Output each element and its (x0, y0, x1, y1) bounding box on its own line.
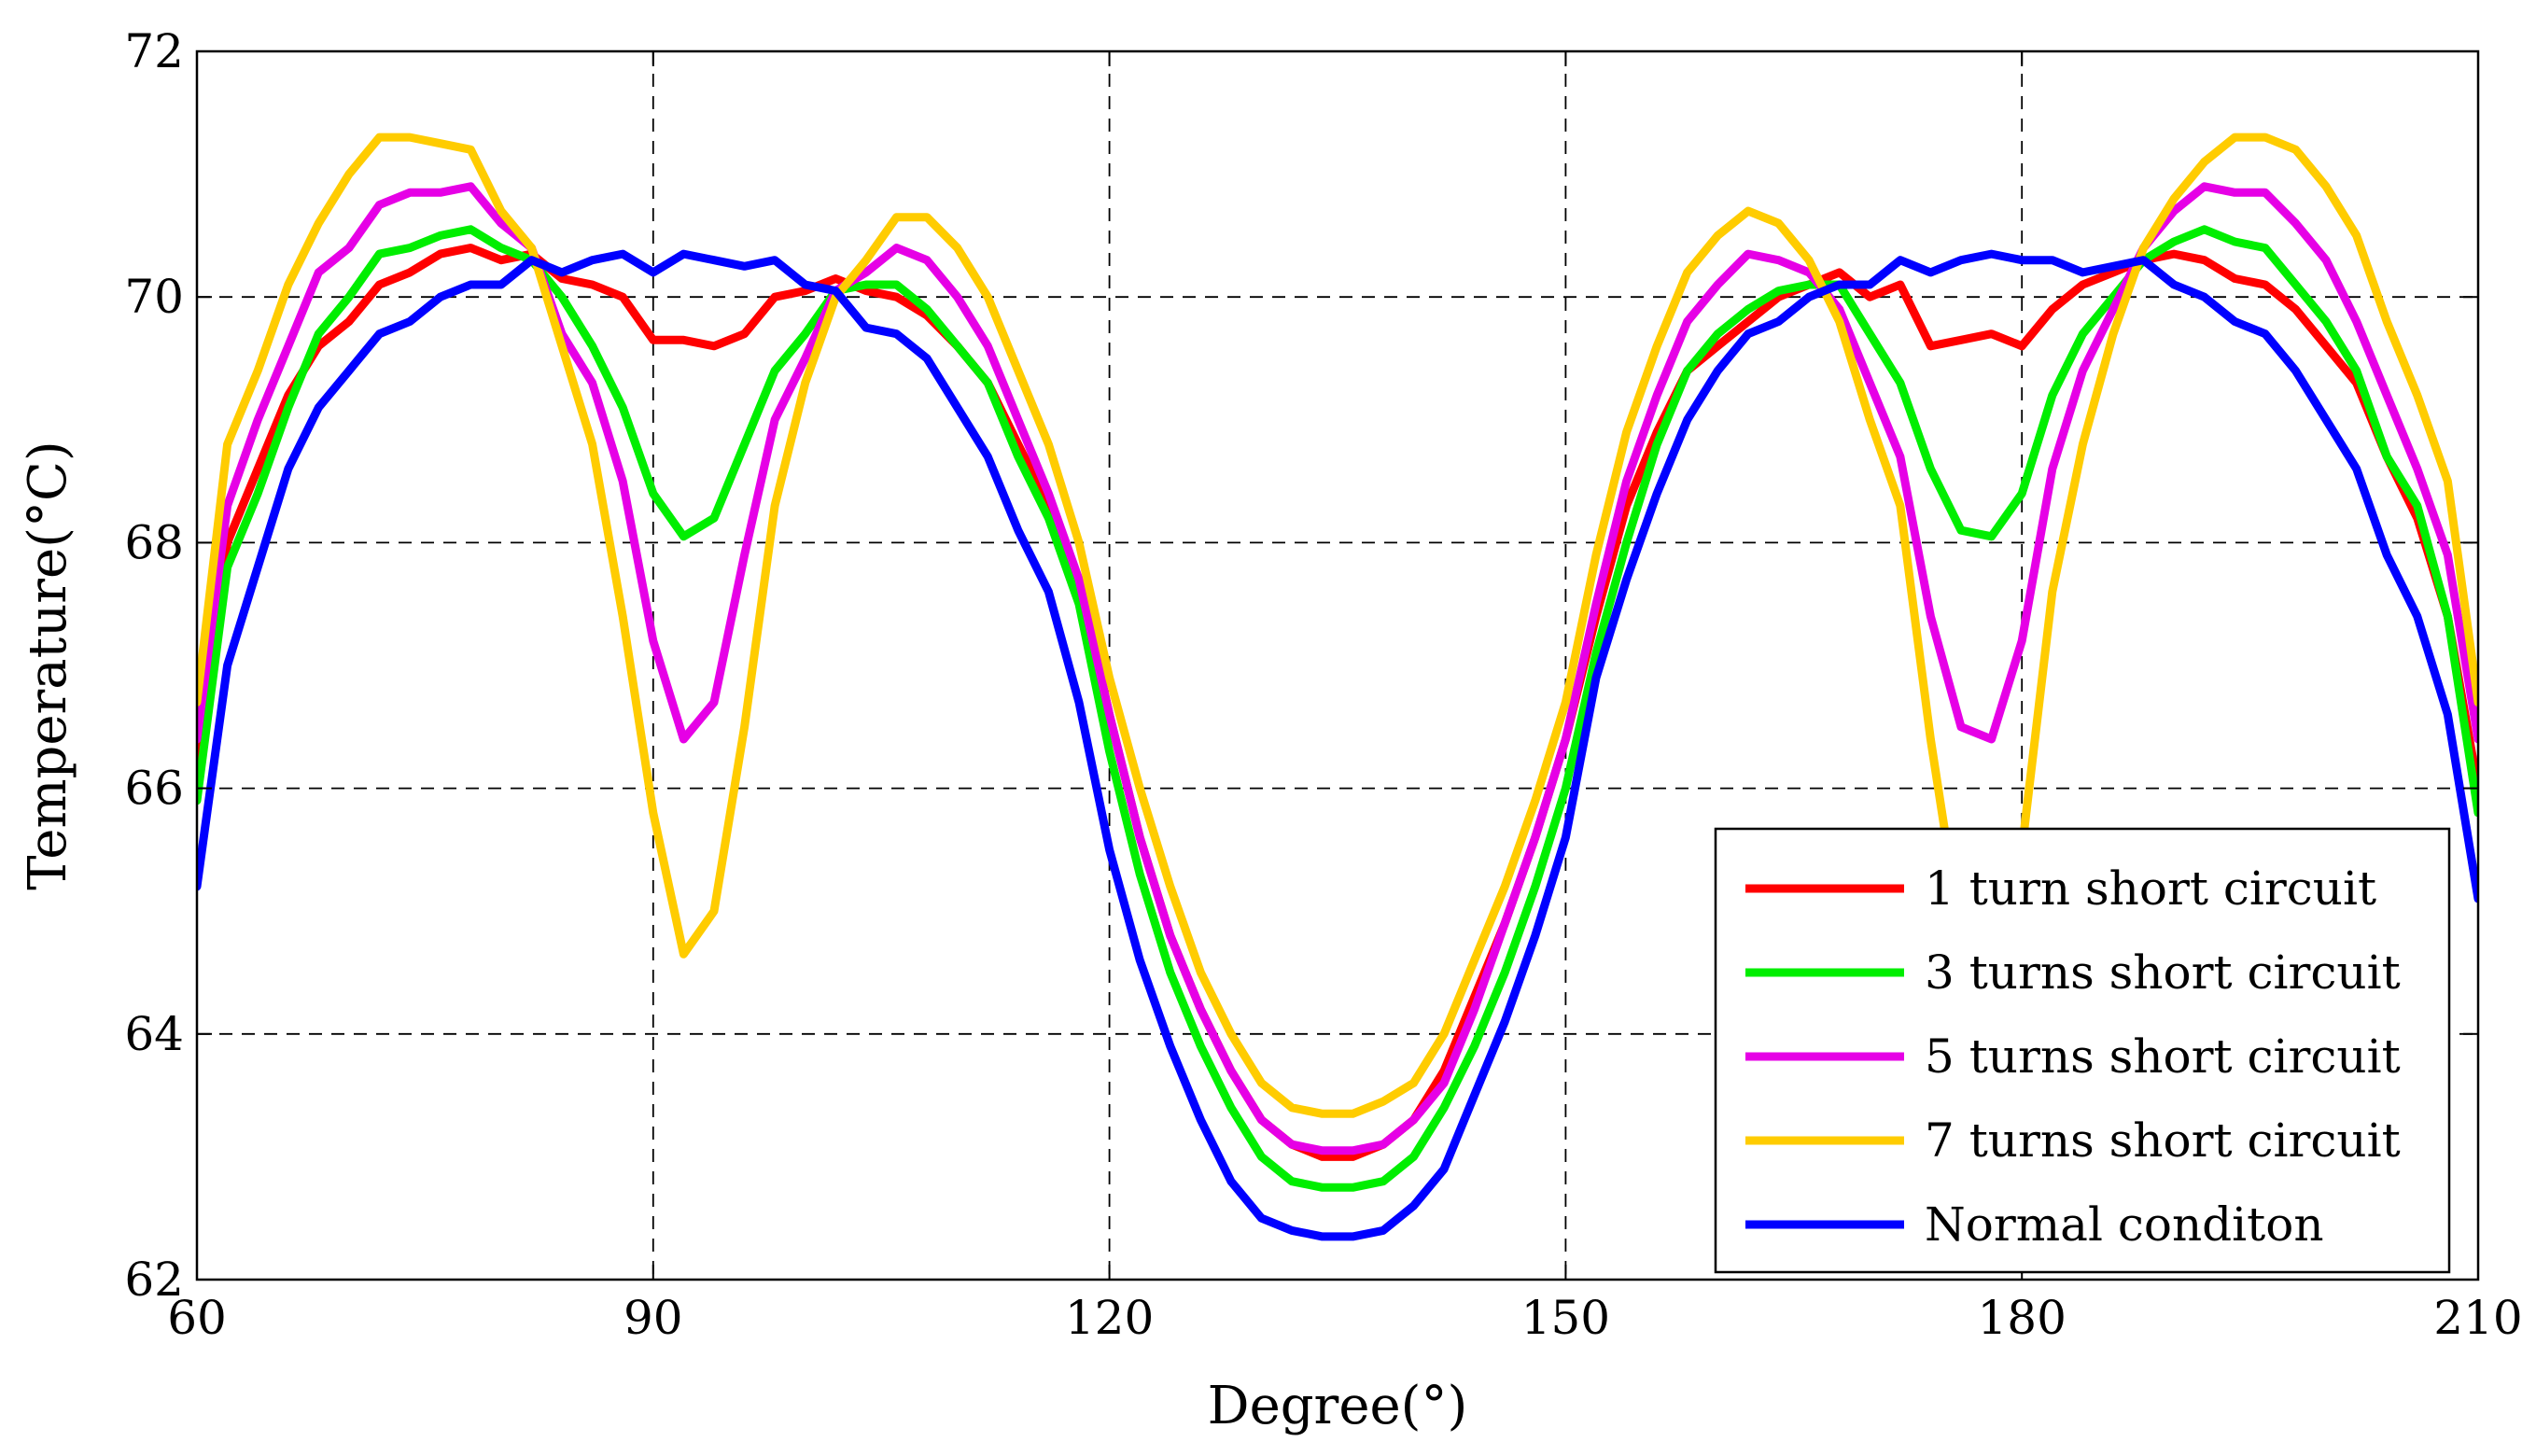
legend-label-4: 7 turns short circuit (1925, 1113, 2401, 1168)
legend-label-3: 5 turns short circuit (1925, 1029, 2401, 1084)
y-tick-label: 68 (124, 515, 184, 569)
y-tick-label: 72 (124, 24, 184, 78)
series-line-5 (197, 249, 2478, 1241)
y-tick-label: 70 (124, 270, 184, 324)
legend-label-2: 3 turns short circuit (1925, 945, 2401, 1000)
x-tick-label: 180 (1977, 1291, 2066, 1345)
y-axis-title: Temperature(°C) (18, 441, 78, 889)
y-tick-label: 64 (124, 1007, 184, 1061)
plot-frame (195, 49, 2480, 1281)
y-tick-label: 66 (124, 762, 184, 816)
tick-labels: 60 90 120 150 180 210 62 64 66 68 70 72 (124, 24, 2522, 1345)
legend-label-1: 1 turn short circuit (1925, 861, 2376, 916)
x-axis-title: Degree(°) (1208, 1376, 1468, 1436)
series-line-4 (197, 133, 2478, 1118)
series-line-2 (197, 225, 2478, 1192)
legend-label-5: Normal conditon (1925, 1197, 2324, 1252)
x-tick-label: 120 (1065, 1291, 1154, 1345)
x-tick-label: 90 (623, 1291, 683, 1345)
series-line-1 (197, 244, 2478, 1161)
legend: 1 turn short circuit 3 turns short circui… (1714, 827, 2451, 1274)
x-tick-label: 150 (1521, 1291, 1610, 1345)
legend-box (1714, 827, 2451, 1274)
series-line-3 (197, 182, 2478, 1155)
y-tick-label: 62 (124, 1253, 184, 1307)
series-group (197, 133, 2478, 1241)
x-tick-label: 210 (2433, 1291, 2522, 1345)
x-tick-label: 60 (167, 1291, 227, 1345)
